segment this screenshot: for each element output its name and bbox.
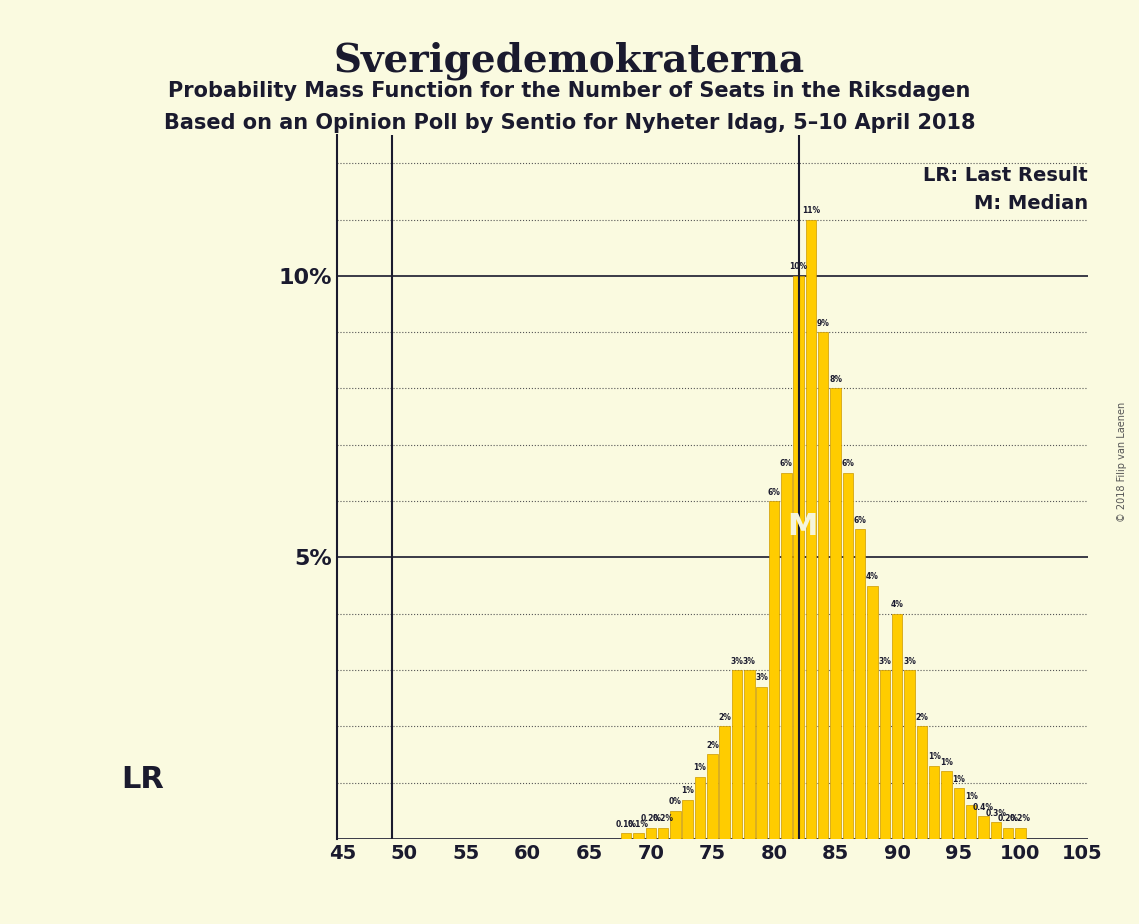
Text: 0.1%: 0.1% [628,820,649,829]
Bar [917,726,927,839]
Text: © 2018 Filip van Laenen: © 2018 Filip van Laenen [1117,402,1126,522]
Bar [633,833,644,839]
Text: 2%: 2% [719,712,731,722]
Text: M: M [787,512,818,541]
Bar [781,473,792,839]
Text: 1%: 1% [965,792,977,801]
Text: 1%: 1% [940,758,953,767]
Bar [966,805,976,839]
Bar [756,687,767,839]
Bar [670,810,681,839]
Bar [843,473,853,839]
Text: 0.1%: 0.1% [615,820,637,829]
Bar [929,766,940,839]
Bar [830,388,841,839]
Text: Based on an Opinion Poll by Sentio for Nyheter Idag, 5–10 April 2018: Based on an Opinion Poll by Sentio for N… [164,113,975,133]
Bar [646,828,656,839]
Bar [707,755,718,839]
Text: 0.2%: 0.2% [640,814,662,823]
Bar [904,670,915,839]
Text: 0.2%: 0.2% [653,814,673,823]
Bar [879,670,890,839]
Bar [941,772,952,839]
Bar [794,276,804,839]
Bar [867,586,878,839]
Bar [855,529,866,839]
Text: 6%: 6% [768,488,780,496]
Bar [892,614,902,839]
Bar [1015,828,1025,839]
Text: 9%: 9% [817,319,829,328]
Bar [658,828,669,839]
Bar [731,670,743,839]
Text: LR: Last Result: LR: Last Result [923,166,1088,186]
Text: LR: LR [121,765,164,794]
Text: 0.2%: 0.2% [1010,814,1031,823]
Text: 4%: 4% [891,601,903,609]
Bar [769,501,779,839]
Text: 3%: 3% [878,657,892,665]
Text: 0.2%: 0.2% [998,814,1018,823]
Bar [744,670,754,839]
Text: 3%: 3% [743,657,756,665]
Bar [621,833,631,839]
Bar [978,817,989,839]
Text: 4%: 4% [866,572,879,581]
Text: M: Median: M: Median [974,194,1088,213]
Bar [695,777,705,839]
Text: 2%: 2% [916,712,928,722]
Text: 1%: 1% [952,774,965,784]
Text: Sverigedemokraterna: Sverigedemokraterna [334,42,805,80]
Bar [1002,828,1014,839]
Text: 6%: 6% [842,459,854,468]
Text: 0.3%: 0.3% [985,808,1006,818]
Text: 3%: 3% [730,657,744,665]
Text: 6%: 6% [780,459,793,468]
Text: 3%: 3% [903,657,916,665]
Bar [805,220,817,839]
Text: 3%: 3% [755,674,768,683]
Bar [818,333,828,839]
Text: 1%: 1% [681,786,694,795]
Bar [682,799,693,839]
Text: 10%: 10% [789,262,808,272]
Text: 1%: 1% [927,752,941,761]
Text: 0.4%: 0.4% [973,803,994,812]
Text: 0%: 0% [669,797,682,807]
Text: 6%: 6% [854,516,867,525]
Bar [720,726,730,839]
Text: 11%: 11% [802,206,820,215]
Text: 2%: 2% [706,741,719,750]
Bar [991,822,1001,839]
Text: 1%: 1% [694,763,706,772]
Text: 8%: 8% [829,375,842,384]
Bar [953,788,964,839]
Text: Probability Mass Function for the Number of Seats in the Riksdagen: Probability Mass Function for the Number… [169,81,970,102]
